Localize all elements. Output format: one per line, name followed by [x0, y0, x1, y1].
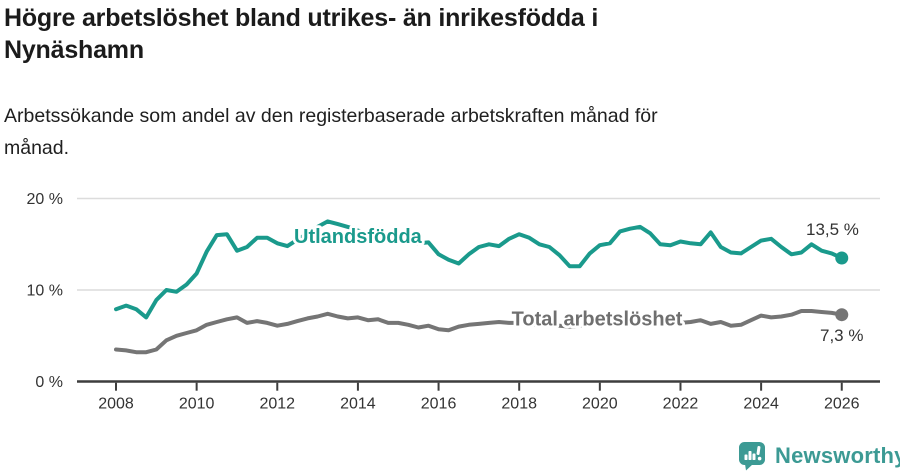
logo-bar-3: [752, 453, 756, 460]
series-line-utlandsf-dda: [114, 219, 844, 320]
x-axis-label: 2026: [824, 396, 860, 413]
x-axis-label: 2016: [421, 396, 457, 413]
brand-name: Newsworthy: [775, 442, 900, 468]
brand-footer: Newsworthy: [737, 440, 900, 471]
chart-title-line2: Nynäshamn: [4, 36, 144, 64]
series-end-dot-utlandsf-dda: [835, 251, 849, 265]
logo-bar-2: [748, 451, 752, 460]
series-label: Total arbetslöshet: [512, 308, 683, 330]
logo-exclamation-dot: [757, 456, 762, 461]
chart-subtitle: Arbetssökande som andel av den registerb…: [4, 100, 658, 164]
x-axis-label: 2020: [582, 396, 618, 413]
x-axis-label: 2014: [340, 396, 376, 413]
logo-exclamation-bar: [756, 445, 761, 456]
series-end-dot-total-arbetsl-shet: [835, 308, 849, 322]
x-axis-label: 2022: [663, 396, 699, 413]
y-axis-label: 20 %: [27, 191, 63, 208]
x-axis-label: 2010: [179, 396, 215, 413]
logo-bar-1: [744, 454, 748, 460]
y-axis-label: 10 %: [27, 283, 63, 300]
line-chart: 0 % 10 % 20 % 2008 2010 2012 2014 2016 2018 2020 2…: [27, 191, 880, 413]
end-value-label: 13,5 %: [806, 220, 859, 239]
chart-title-line1: Högre arbetslöshet bland utrikes- än inr…: [4, 4, 599, 32]
x-axis-label: 2024: [743, 396, 779, 413]
chart-subtitle-line2: månad.: [4, 137, 70, 159]
chart-title: Högre arbetslöshet bland utrikes- än inr…: [4, 2, 598, 66]
x-axis-label: 2018: [501, 396, 537, 413]
series-line-total-arbetsl-shet: [114, 309, 844, 355]
x-axis-label: 2008: [98, 396, 134, 413]
newsworthy-logo-icon: [739, 442, 765, 471]
y-axis-label: 0 %: [35, 374, 63, 391]
chart-subtitle-line1: Arbetssökande som andel av den registerb…: [4, 105, 658, 127]
end-value-label: 7,3 %: [820, 326, 863, 345]
series-label: Utlandsfödda: [294, 226, 423, 248]
x-axis-label: 2012: [259, 396, 295, 413]
